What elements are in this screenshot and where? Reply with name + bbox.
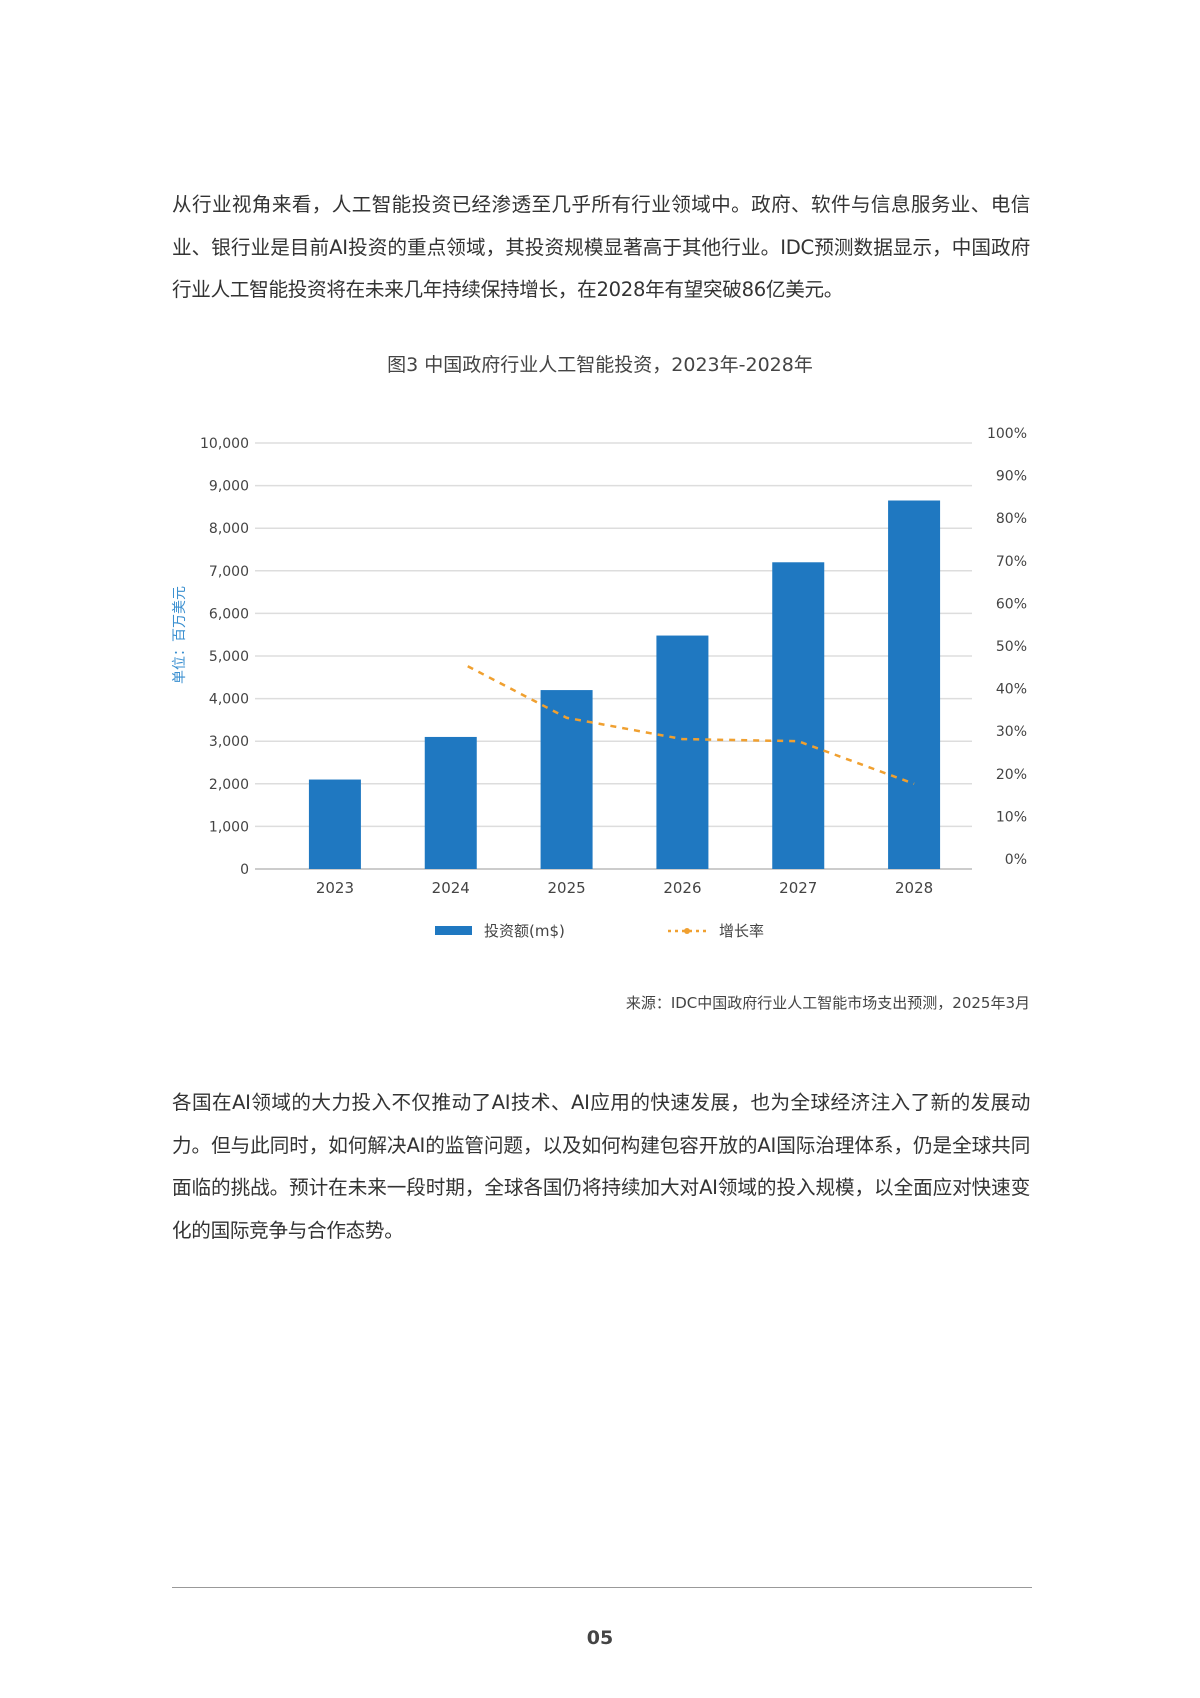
y-tick-label: 0 (240, 862, 249, 878)
legend-label-line: 增长率 (719, 922, 764, 940)
y2-tick-label: 10% (996, 809, 1027, 825)
y-tick-label: 3,000 (209, 734, 249, 750)
y2-tick-label: 80% (996, 511, 1027, 527)
chart-title: 图3 中国政府行业人工智能投资，2023年-2028年 (387, 354, 813, 376)
footer-divider (172, 1587, 1032, 1588)
y-tick-label: 8,000 (209, 521, 249, 537)
page-number: 05 (586, 1627, 614, 1649)
y2-tick-label: 0% (1005, 852, 1027, 868)
bar-2024 (424, 736, 477, 869)
y2-tick-label: 40% (996, 682, 1027, 698)
legend-swatch-bar (435, 926, 472, 935)
bar-2027 (772, 562, 825, 869)
paragraph-conclusion: 各国在AI领域的大力投入不仅推动了AI技术、AI应用的快速发展，也为全球经济注入… (172, 1091, 1030, 1242)
y2-tick-label: 50% (996, 639, 1027, 655)
y-tick-label: 5,000 (209, 649, 249, 665)
y-tick-label: 7,000 (209, 564, 249, 580)
legend-marker (684, 928, 690, 934)
paragraph-intro: 从行业视角来看，人工智能投资已经渗透至几乎所有行业领域中。政府、软件与信息服务业… (172, 193, 1030, 302)
x-tick-label: 2023 (316, 879, 354, 897)
y-tick-label: 6,000 (209, 606, 249, 622)
bar-2025 (540, 690, 593, 869)
y2-tick-label: 70% (996, 554, 1027, 570)
y-tick-label: 2,000 (209, 777, 249, 793)
y2-tick-label: 30% (996, 724, 1027, 740)
x-tick-label: 2024 (432, 879, 470, 897)
chart: 0 1,000 2,000 3,000 4,000 5,000 6,000 7,000 8,00… (172, 426, 1027, 940)
y-tick-label: 9,000 (209, 479, 249, 495)
source-note: 来源：IDC中国政府行业人工智能市场支出预测，2025年3月 (625, 994, 1030, 1012)
x-tick-label: 2025 (547, 879, 585, 897)
y2-tick-label: 60% (996, 596, 1027, 612)
y-tick-label: 10,000 (200, 436, 249, 452)
y-axis-title: 单位：百万美元 (172, 586, 188, 684)
bar-2026 (656, 635, 709, 869)
bar-2028 (888, 500, 941, 869)
x-tick-label: 2026 (663, 879, 701, 897)
y2-tick-label: 90% (996, 469, 1027, 485)
legend: 投资额(m$) 增长率 (435, 922, 764, 940)
legend-label-bar: 投资额(m$) (484, 922, 565, 940)
y-tick-label: 4,000 (209, 692, 249, 708)
y-tick-label: 1,000 (209, 819, 249, 835)
x-tick-label: 2028 (895, 879, 933, 897)
bar-2023 (308, 779, 361, 869)
y2-tick-label: 20% (996, 767, 1027, 783)
y2-tick-label: 100% (987, 426, 1027, 442)
x-tick-label: 2027 (779, 879, 817, 897)
